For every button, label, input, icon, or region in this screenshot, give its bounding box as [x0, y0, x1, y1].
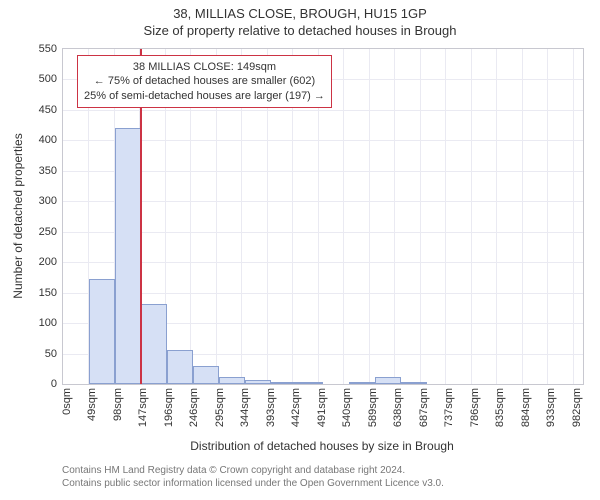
y-tick-label: 550: [39, 43, 63, 55]
x-tick-label: 491sqm: [316, 388, 328, 427]
y-tick-label: 500: [39, 73, 63, 85]
histogram-bar: [167, 350, 193, 384]
x-tick-label: 687sqm: [418, 388, 430, 427]
gridline-v: [547, 49, 548, 384]
histogram-bar: [401, 382, 427, 384]
chart-container: 38, MILLIAS CLOSE, BROUGH, HU15 1GP Size…: [0, 0, 600, 500]
annotation-line: 38 MILLIAS CLOSE: 149sqm: [84, 60, 325, 74]
x-tick-label: 49sqm: [86, 388, 98, 421]
histogram-bar: [271, 382, 297, 384]
chart-title-line2: Size of property relative to detached ho…: [0, 21, 600, 38]
histogram-bar: [219, 377, 245, 384]
gridline-v: [522, 49, 523, 384]
x-tick-label: 589sqm: [367, 388, 379, 427]
y-tick-label: 450: [39, 104, 63, 116]
histogram-bar: [193, 366, 219, 384]
y-tick-label: 150: [39, 287, 63, 299]
y-tick-label: 400: [39, 134, 63, 146]
histogram-bar: [245, 380, 271, 384]
gridline-v: [394, 49, 395, 384]
gridline-v: [496, 49, 497, 384]
x-tick-label: 196sqm: [163, 388, 175, 427]
gridline-v: [445, 49, 446, 384]
x-tick-label: 982sqm: [571, 388, 583, 427]
annotation-line: 25% of semi-detached houses are larger (…: [84, 89, 325, 103]
x-tick-label: 0sqm: [61, 388, 73, 415]
y-tick-label: 50: [45, 348, 63, 360]
y-tick-label: 100: [39, 317, 63, 329]
histogram-bar: [297, 382, 323, 384]
y-tick-label: 350: [39, 165, 63, 177]
annotation-box: 38 MILLIAS CLOSE: 149sqm← 75% of detache…: [77, 55, 332, 108]
x-tick-label: 393sqm: [265, 388, 277, 427]
y-axis-label: Number of detached properties: [11, 133, 25, 298]
x-tick-label: 540sqm: [341, 388, 353, 427]
y-tick-label: 250: [39, 226, 63, 238]
y-tick-label: 300: [39, 195, 63, 207]
x-tick-label: 933sqm: [545, 388, 557, 427]
gridline-v: [573, 49, 574, 384]
chart-title-line1: 38, MILLIAS CLOSE, BROUGH, HU15 1GP: [0, 0, 600, 21]
gridline-v: [343, 49, 344, 384]
x-tick-label: 344sqm: [239, 388, 251, 427]
footnote-line2: Contains public sector information licen…: [62, 477, 444, 490]
gridline-v: [471, 49, 472, 384]
y-tick-label: 200: [39, 256, 63, 268]
footnote: Contains HM Land Registry data © Crown c…: [62, 464, 444, 490]
x-tick-label: 835sqm: [494, 388, 506, 427]
annotation-line: ← 75% of detached houses are smaller (60…: [84, 74, 325, 88]
x-tick-label: 786sqm: [469, 388, 481, 427]
x-tick-label: 98sqm: [112, 388, 124, 421]
x-tick-label: 295sqm: [214, 388, 226, 427]
x-tick-label: 737sqm: [443, 388, 455, 427]
histogram-bar: [89, 279, 115, 384]
footnote-line1: Contains HM Land Registry data © Crown c…: [62, 464, 444, 477]
histogram-bar: [375, 377, 401, 384]
histogram-bar: [349, 382, 375, 384]
histogram-bar: [141, 304, 167, 384]
gridline-v: [420, 49, 421, 384]
x-tick-label: 246sqm: [188, 388, 200, 427]
x-tick-label: 884sqm: [520, 388, 532, 427]
plot-area: 0501001502002503003504004505005500sqm49s…: [62, 48, 584, 385]
x-tick-label: 147sqm: [137, 388, 149, 427]
x-axis-label: Distribution of detached houses by size …: [190, 439, 454, 453]
x-tick-label: 442sqm: [290, 388, 302, 427]
histogram-bar: [115, 128, 141, 384]
gridline-v: [369, 49, 370, 384]
x-tick-label: 638sqm: [392, 388, 404, 427]
